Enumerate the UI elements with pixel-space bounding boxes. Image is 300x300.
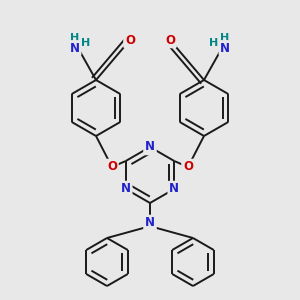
Text: O: O [107,160,117,173]
Text: N: N [121,182,131,196]
Text: O: O [125,34,135,46]
Text: N: N [220,41,230,55]
Text: O: O [183,160,193,173]
Text: H: H [209,38,219,48]
Text: N: N [169,182,179,196]
Text: N: N [145,140,155,154]
Text: N: N [145,217,155,230]
Text: H: H [81,38,91,48]
Text: N: N [70,41,80,55]
Text: O: O [165,34,175,46]
Text: H: H [70,33,80,43]
Text: H: H [220,33,230,43]
